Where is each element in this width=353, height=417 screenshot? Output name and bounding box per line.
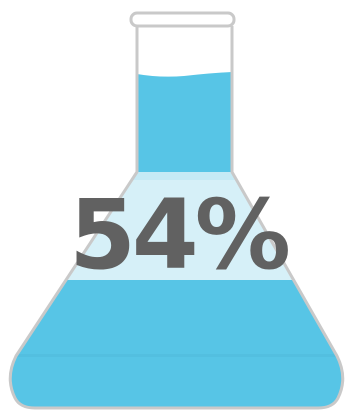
flask-outline: [8, 26, 345, 410]
flask-rim: [129, 11, 236, 28]
percentage-label: 54%: [69, 179, 289, 291]
liquid-lower-stripe: [10, 354, 343, 357]
